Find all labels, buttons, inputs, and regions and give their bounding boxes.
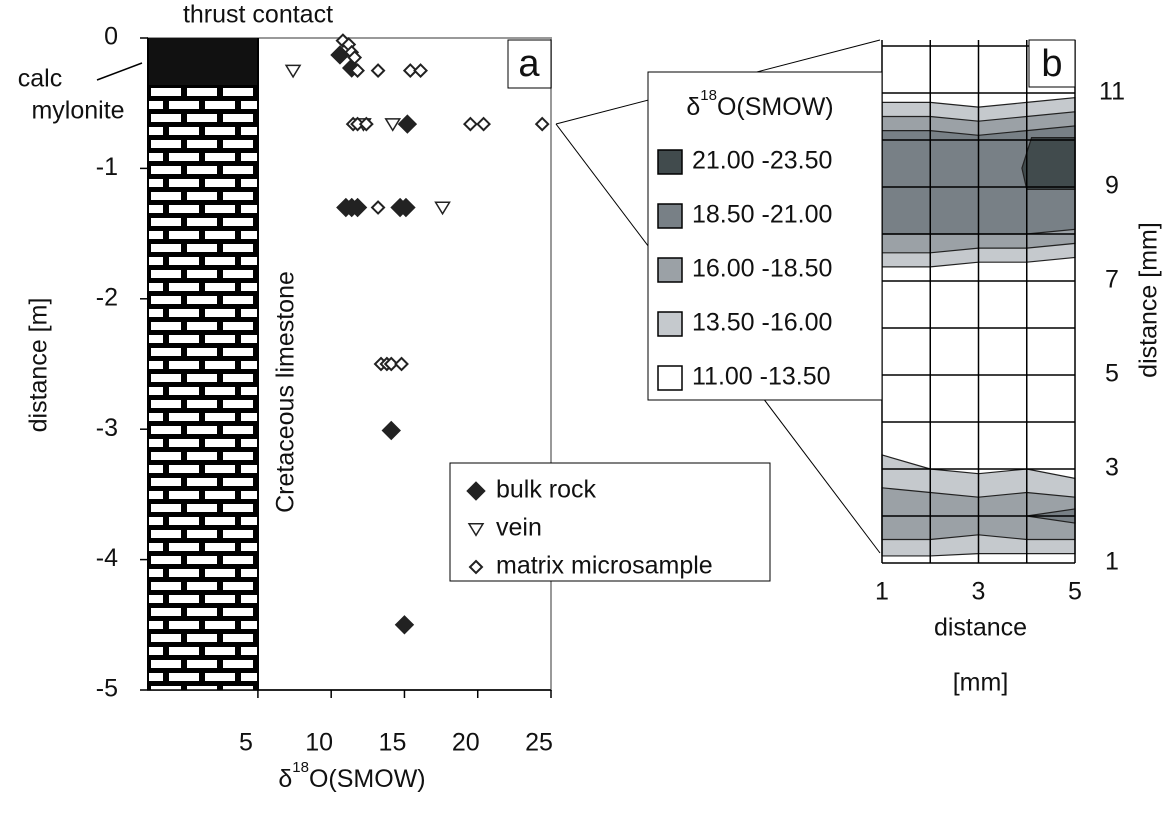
y-tick-label: -1 bbox=[96, 153, 118, 181]
x-axis-label: distance bbox=[934, 614, 1027, 642]
legend-swatch bbox=[657, 365, 683, 391]
x-axis-label: δ18O(SMOW) bbox=[278, 759, 425, 793]
limestone-column bbox=[148, 85, 258, 690]
y-tick-label: -2 bbox=[96, 283, 118, 311]
annotation: thrust contact bbox=[183, 1, 333, 29]
legend-label: bulk rock bbox=[496, 476, 597, 504]
marker bbox=[413, 63, 428, 79]
legend-label: 11.00 -13.50 bbox=[692, 363, 831, 391]
x-tick-label: 1 bbox=[875, 578, 889, 606]
marker bbox=[358, 116, 374, 132]
y-tick-label: -4 bbox=[96, 544, 118, 572]
marker bbox=[394, 615, 415, 635]
legend-marker bbox=[467, 523, 485, 537]
marker bbox=[394, 356, 409, 372]
text: O(SMOW) bbox=[309, 765, 426, 793]
legend-swatch bbox=[657, 311, 683, 337]
legend-label: 21.00 -23.50 bbox=[692, 147, 832, 175]
y-tick-label: 9 bbox=[1105, 172, 1119, 200]
panel-label-box bbox=[1028, 39, 1076, 88]
legend-label: 16.00 -18.50 bbox=[692, 255, 832, 283]
y-tick-label: 1 bbox=[1105, 548, 1119, 576]
legend-marker bbox=[468, 559, 484, 575]
panel-label: b bbox=[1041, 43, 1062, 85]
y-axis-label: distance [m] bbox=[25, 298, 53, 433]
y-tick-label: -3 bbox=[96, 414, 118, 442]
marker bbox=[347, 197, 368, 218]
legend-swatch bbox=[657, 203, 683, 229]
x-tick-label: 3 bbox=[972, 578, 986, 606]
y-tick-label: 11 bbox=[1099, 78, 1125, 106]
marker bbox=[396, 197, 416, 218]
x-tick-label: 15 bbox=[379, 729, 407, 757]
legend-label: 13.50 -16.00 bbox=[692, 309, 832, 337]
x-tick-label: 25 bbox=[525, 729, 553, 757]
marker bbox=[462, 116, 478, 132]
marker bbox=[284, 64, 302, 79]
legend bbox=[647, 71, 883, 401]
marker bbox=[384, 118, 402, 132]
symbol: δ bbox=[278, 765, 292, 793]
y-tick-label: 0 bbox=[104, 23, 118, 51]
marker bbox=[370, 200, 386, 215]
y-axis-label: distance [mm] bbox=[1135, 222, 1163, 378]
marker bbox=[350, 63, 365, 79]
legend-title-part: O(SMOW) bbox=[717, 93, 834, 121]
x-tick-label: 5 bbox=[1068, 578, 1082, 606]
marker bbox=[402, 63, 418, 79]
legend-title-part: 18 bbox=[700, 87, 717, 104]
annotation: mylonite bbox=[31, 97, 124, 125]
y-tick-label: 3 bbox=[1105, 454, 1119, 482]
annotation: Cretaceous limestone bbox=[272, 271, 300, 513]
panel-label-box bbox=[507, 39, 552, 89]
legend bbox=[449, 462, 771, 582]
superscript: 18 bbox=[292, 759, 309, 776]
legend-title: δ18O(SMOW) bbox=[686, 87, 833, 121]
marker bbox=[476, 116, 492, 132]
contour-region bbox=[1021, 137, 1076, 190]
x-axis-label: [mm] bbox=[953, 669, 1009, 697]
pointer bbox=[96, 62, 143, 81]
marker bbox=[383, 356, 399, 372]
legend-swatch bbox=[657, 257, 683, 283]
y-tick-label: -5 bbox=[96, 675, 118, 703]
mylonite-layer bbox=[148, 38, 258, 85]
legend-title-part: δ bbox=[686, 93, 700, 121]
legend-label: 18.50 -21.00 bbox=[692, 201, 832, 229]
legend-marker bbox=[466, 481, 486, 501]
x-tick-label: 20 bbox=[452, 729, 480, 757]
y-tick-label: 5 bbox=[1105, 360, 1119, 388]
legend-label: vein bbox=[496, 514, 542, 542]
marker bbox=[347, 50, 363, 65]
marker bbox=[434, 201, 451, 216]
marker bbox=[370, 63, 386, 79]
marker bbox=[534, 116, 550, 132]
marker bbox=[397, 114, 418, 134]
legend-swatch bbox=[657, 149, 683, 175]
legend-label: matrix microsample bbox=[496, 552, 713, 580]
x-tick-label: 10 bbox=[305, 729, 333, 757]
annotation: calc bbox=[18, 65, 62, 93]
y-tick-label: 7 bbox=[1105, 266, 1119, 294]
panel-label: a bbox=[518, 43, 540, 85]
marker bbox=[381, 420, 401, 441]
x-tick-label: 5 bbox=[239, 729, 253, 757]
